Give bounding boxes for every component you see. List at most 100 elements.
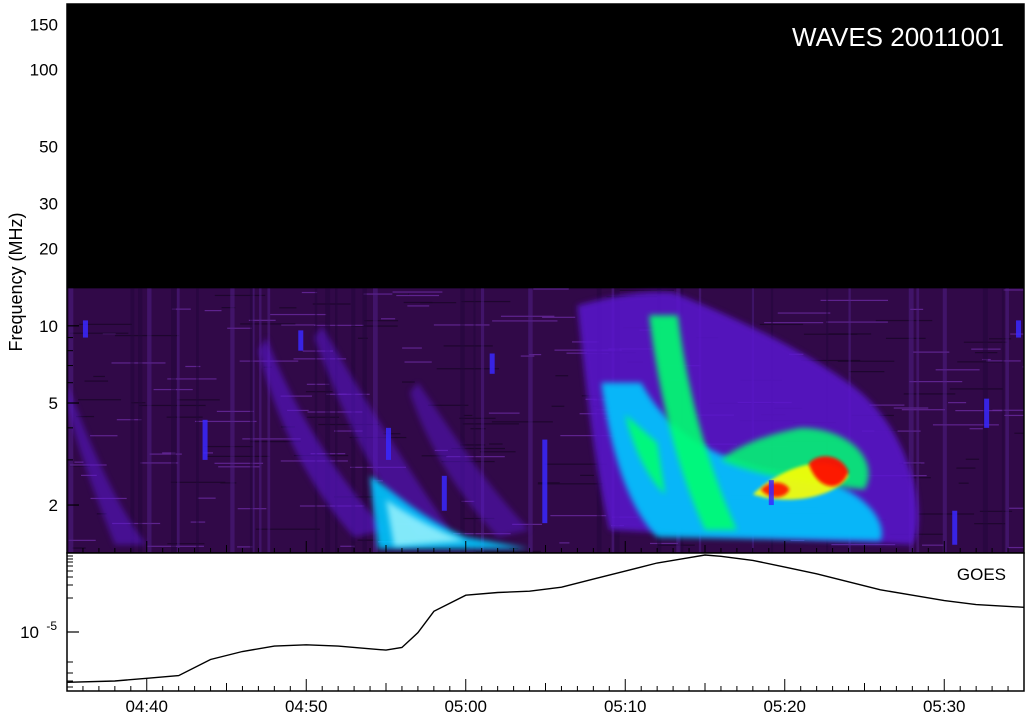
noise-streak [580, 475, 594, 476]
noise-streak [404, 361, 431, 362]
frequency-tick-label: 150 [30, 15, 58, 34]
noise-streak [462, 301, 511, 302]
noise-streak [869, 404, 904, 405]
data-dropout [984, 399, 989, 428]
time-tick-label: 04:50 [285, 697, 328, 716]
noise-streak [1009, 508, 1029, 509]
noise-striation [147, 288, 151, 553]
time-tick-label: 04:40 [125, 697, 168, 716]
frequency-tick-label: 5 [49, 394, 58, 413]
data-dropout [1016, 320, 1021, 337]
noise-streak [307, 417, 339, 418]
noise-streak [542, 317, 575, 318]
noise-streak [555, 375, 568, 376]
noise-streak [650, 543, 678, 544]
noise-streak [464, 415, 473, 416]
noise-streak [84, 380, 108, 381]
noise-streak [538, 482, 560, 483]
data-dropout [769, 480, 774, 505]
noise-streak [396, 295, 439, 296]
noise-striation [259, 288, 261, 553]
noise-striation [171, 288, 176, 553]
noise-striation [528, 288, 532, 553]
noise-striation [1005, 288, 1009, 553]
noise-streak [364, 320, 398, 321]
noise-streak [948, 402, 966, 403]
noise-striation [325, 288, 330, 553]
noise-streak [791, 540, 805, 541]
noise-streak [489, 413, 520, 414]
frequency-tick-label: 30 [39, 195, 58, 214]
noise-streak [936, 369, 980, 370]
noise-streak [1008, 547, 1029, 548]
noise-streak [70, 333, 128, 334]
spectrogram-title: WAVES 20011001 [792, 22, 1004, 52]
noise-streak [1014, 433, 1029, 434]
noise-streak [444, 345, 493, 346]
data-dropout [298, 330, 303, 350]
noise-striation [943, 288, 947, 553]
noise-striation [252, 288, 254, 553]
noise-streak [78, 399, 121, 400]
noise-streak [459, 418, 495, 419]
noise-streak [204, 446, 253, 447]
noise-streak [217, 411, 254, 412]
noise-streak [198, 498, 216, 499]
noise-streak [392, 294, 409, 295]
noise-streak [974, 523, 1005, 524]
spectrogram-emission [67, 288, 1029, 553]
noise-streak [279, 307, 296, 308]
noise-streak [407, 305, 429, 306]
noise-streak [205, 310, 222, 311]
noise-streak [256, 529, 320, 530]
noise-streak [501, 316, 554, 317]
noise-streak [959, 483, 969, 484]
noise-streak [821, 300, 888, 301]
noise-streak [902, 409, 945, 410]
noise-streak [381, 318, 395, 319]
noise-striation [267, 288, 270, 553]
noise-streak [480, 451, 516, 452]
goes-tick-label: 10 [20, 623, 39, 642]
noise-streak [838, 361, 895, 362]
frequency-tick-label: 2 [49, 496, 58, 515]
noise-streak [437, 368, 499, 369]
data-dropout [952, 511, 957, 545]
noise-streak [214, 463, 263, 464]
noise-streak [922, 545, 944, 546]
goes-background [67, 553, 1024, 691]
goes-tick-exponent: -5 [46, 619, 57, 633]
noise-striation [1002, 288, 1005, 553]
noise-streak [117, 419, 142, 420]
noise-streak [302, 292, 317, 293]
data-dropout [83, 320, 88, 337]
noise-streak [533, 288, 569, 289]
noise-streak [492, 421, 553, 422]
noise-striation [130, 288, 134, 553]
noise-striation [474, 288, 476, 553]
noise-streak [492, 320, 557, 321]
noise-streak [956, 467, 975, 468]
noise-striation [177, 288, 180, 553]
noise-streak [760, 324, 803, 325]
time-tick-label: 05:20 [763, 697, 806, 716]
time-tick-label: 05:30 [923, 697, 966, 716]
frequency-tick-label: 10 [39, 317, 58, 336]
noise-striation [138, 288, 142, 553]
noise-streak [314, 325, 363, 326]
noise-streak [90, 435, 117, 436]
noise-streak [270, 314, 326, 315]
noise-streak [313, 303, 351, 304]
noise-striation [315, 288, 317, 553]
noise-streak [463, 423, 519, 424]
noise-streak [552, 406, 565, 407]
noise-streak [215, 295, 265, 296]
time-tick-label: 05:10 [604, 697, 647, 716]
frequency-axis-label: Frequency (MHz) [6, 212, 26, 351]
noise-striation [196, 288, 199, 553]
noise-streak [826, 321, 888, 322]
noise-streak [970, 428, 983, 429]
